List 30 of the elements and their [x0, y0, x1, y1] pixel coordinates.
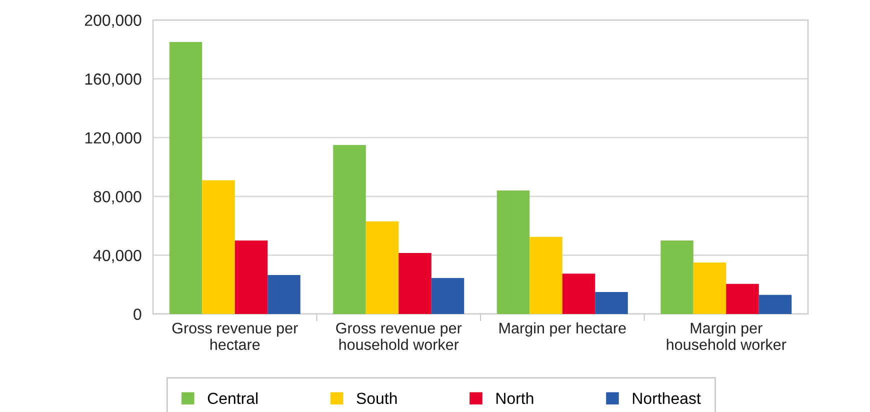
x-tick-label: Margin per hectare: [500, 322, 626, 337]
legend-label: South: [356, 392, 397, 404]
x-tick-label: Gross revenue per hectare: [172, 322, 298, 350]
y-tick-label: 160,000: [85, 73, 142, 87]
x-tick-label: Margin per household worker: [666, 322, 786, 350]
legend-label: Northeast: [632, 392, 701, 404]
bar: [366, 221, 399, 314]
bar: [234, 240, 268, 314]
legend-label: Central: [208, 392, 258, 404]
bar: [431, 278, 464, 314]
y-tick-label: 0: [134, 308, 142, 320]
bar: [595, 292, 628, 314]
legend-label: North: [496, 392, 534, 404]
y-tick-label: 40,000: [93, 250, 142, 264]
bar: [268, 275, 300, 314]
bar: [169, 42, 202, 314]
x-tick-label: Gross revenue per household worker: [336, 322, 462, 350]
bar: [398, 252, 432, 314]
y-tick-label: 80,000: [94, 191, 142, 204]
bar: [758, 294, 792, 314]
y-tick-label: 200,000: [84, 14, 142, 28]
bar: [693, 262, 726, 314]
bar: [562, 274, 596, 314]
bar: [202, 180, 235, 314]
bar: [530, 236, 562, 314]
y-tick-label: 120,000: [85, 132, 142, 146]
bar: [496, 190, 530, 314]
bar: [726, 284, 759, 314]
bar: [660, 240, 694, 314]
bar: [333, 144, 366, 314]
